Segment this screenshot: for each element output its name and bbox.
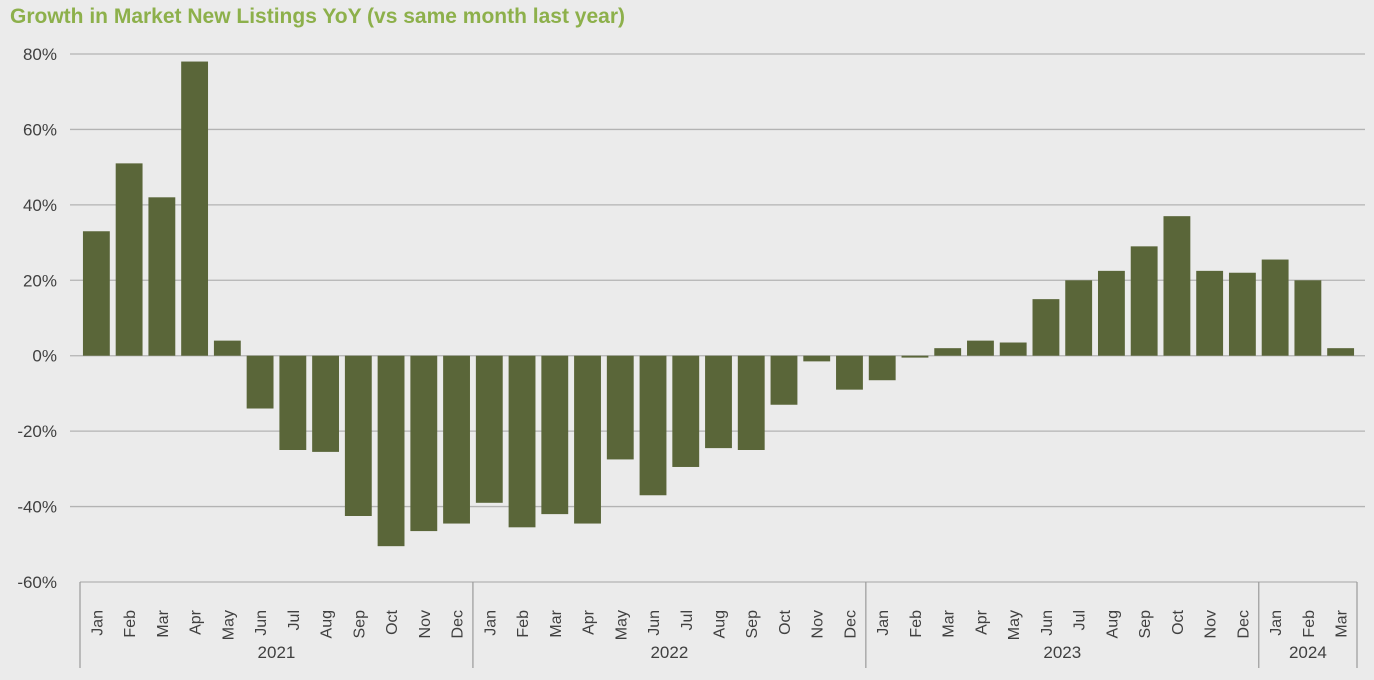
bar — [148, 197, 176, 356]
x-tick-label: May — [220, 610, 237, 640]
x-tick-label: Jan — [1268, 610, 1285, 636]
x-tick-label: Jun — [253, 610, 270, 636]
bar — [705, 355, 732, 449]
x-axis: Jan Feb Mar Apr May Jun Jul Aug Sep Oct Nov Dec 2021… — [79, 581, 1358, 668]
bar — [737, 355, 765, 450]
x-tick-label: Apr — [581, 609, 598, 635]
bar — [181, 61, 209, 356]
x-tick-label: Feb — [122, 610, 139, 638]
year-label: 2021 — [258, 643, 296, 662]
x-tick-label: Dec — [1235, 610, 1252, 638]
year-label: 2022 — [650, 643, 688, 662]
bar — [803, 355, 831, 362]
bar — [934, 348, 962, 356]
x-tick-label: Mar — [941, 609, 958, 637]
bar — [1065, 280, 1093, 356]
bar — [246, 355, 274, 409]
y-tick-label: -60% — [17, 573, 57, 592]
x-tick-label: Feb — [1301, 610, 1318, 638]
y-tick-label: 80% — [23, 45, 57, 64]
bar — [410, 355, 438, 532]
bar — [1163, 216, 1191, 356]
x-tick-label: Sep — [1137, 610, 1154, 639]
bar — [868, 355, 896, 381]
x-tick-label: Sep — [744, 610, 761, 639]
bar — [82, 231, 110, 356]
x-tick-label: Mar — [155, 609, 172, 637]
bar — [901, 355, 929, 358]
bar — [836, 355, 863, 390]
y-tick-label: -40% — [17, 498, 57, 517]
x-tick-label: Feb — [908, 610, 925, 638]
bar — [443, 355, 470, 524]
x-tick-label: Aug — [319, 610, 336, 638]
bar — [967, 340, 994, 356]
x-tick-label: Nov — [810, 610, 827, 638]
bar — [672, 355, 700, 467]
y-tick-label: 20% — [23, 271, 57, 290]
bar — [999, 342, 1027, 356]
x-tick-label: Jul — [679, 610, 696, 630]
y-tick-label: 0% — [32, 347, 57, 366]
bar — [377, 355, 405, 547]
bar — [508, 355, 536, 528]
year-label: 2024 — [1289, 643, 1327, 662]
bar — [1097, 270, 1125, 356]
bar — [213, 340, 241, 356]
x-tick-label: Jun — [646, 610, 663, 636]
x-tick-label: Jul — [286, 610, 303, 630]
x-tick-label: Nov — [417, 610, 434, 638]
x-tick-label: Sep — [351, 610, 368, 639]
x-tick-label: Aug — [712, 610, 729, 638]
bar — [541, 355, 569, 515]
bar — [1327, 348, 1355, 356]
bar — [574, 355, 601, 524]
bar — [1228, 272, 1256, 356]
x-tick-label: Dec — [842, 610, 859, 638]
bar — [639, 355, 667, 496]
x-tick-label: Oct — [777, 609, 794, 634]
y-axis-tick-labels: 80% 60% 40% 20% 0% -20% -40% -60% — [17, 45, 57, 592]
x-tick-label: Mar — [1334, 609, 1351, 637]
x-tick-label: Apr — [973, 609, 990, 635]
x-tick-label: Jan — [89, 610, 106, 636]
x-tick-label: Apr — [188, 609, 205, 635]
bar — [1196, 270, 1224, 356]
x-tick-label: Oct — [1170, 609, 1187, 634]
bar — [1294, 280, 1322, 356]
bar — [1032, 299, 1060, 356]
bar — [344, 355, 372, 516]
y-tick-label: 60% — [23, 120, 57, 139]
x-tick-label: May — [1006, 610, 1023, 640]
chart-title: Growth in Market New Listings YoY (vs sa… — [10, 5, 625, 28]
x-tick-label: Jun — [1039, 610, 1056, 636]
x-tick-label: May — [613, 610, 630, 640]
bar — [312, 355, 340, 452]
x-tick-label: Aug — [1104, 610, 1121, 638]
x-tick-label: Dec — [450, 610, 467, 638]
x-tick-label: Jan — [482, 610, 499, 636]
bar — [1130, 246, 1158, 356]
x-tick-label: Jan — [875, 610, 892, 636]
bars — [82, 61, 1355, 547]
x-tick-label: Mar — [548, 609, 565, 637]
x-tick-label: Oct — [384, 609, 401, 634]
bar — [115, 163, 143, 356]
bar — [1261, 259, 1289, 356]
bar — [475, 355, 503, 503]
x-tick-label: Jul — [1072, 610, 1089, 630]
bar — [279, 355, 307, 450]
bar — [770, 355, 798, 405]
y-tick-label: 40% — [23, 196, 57, 215]
x-tick-label: Feb — [515, 610, 532, 638]
x-tick-label: Nov — [1203, 610, 1220, 638]
year-label: 2023 — [1043, 643, 1081, 662]
bar — [606, 355, 634, 460]
y-tick-label: -20% — [17, 422, 57, 441]
